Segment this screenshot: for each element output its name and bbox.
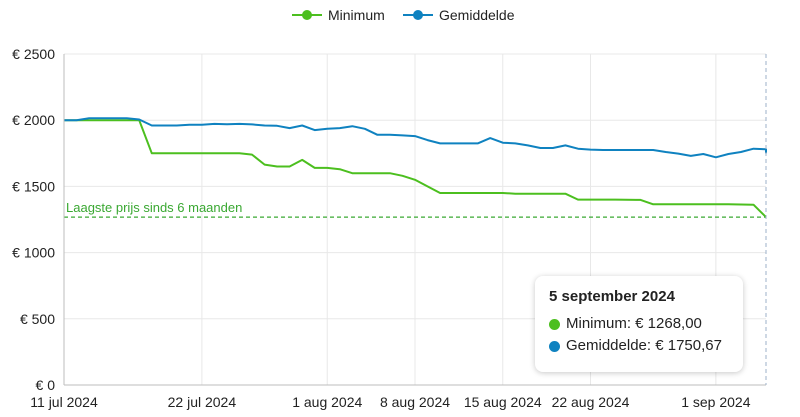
minimum-dot-icon [549,318,560,330]
tooltip-title: 5 september 2024 [549,288,675,305]
series-lines[interactable] [64,117,767,218]
tooltip-minimum-text: Minimum: € 1268,00 [566,315,702,332]
y-tick-label: € 1500 [12,178,55,194]
tooltip: 5 september 2024 Minimum: € 1268,00 Gemi… [535,276,743,372]
grid [64,53,766,386]
legend-label-gemiddelde: Gemiddelde [439,7,515,23]
series-line-gemiddelde [64,117,767,159]
gemiddelde-dot-icon [549,340,560,352]
x-tick-label: 22 aug 2024 [552,394,630,410]
x-tick-label: 1 sep 2024 [681,394,750,410]
y-tick-label: € 2500 [12,46,55,62]
reference-label: Laagste prijs sinds 6 maanden [66,200,242,215]
tooltip-gemiddelde-text: Gemiddelde: € 1750,67 [566,337,722,354]
x-tick-label: 8 aug 2024 [380,394,450,410]
x-tick-label: 22 jul 2024 [168,394,237,410]
reference-line: Laagste prijs sinds 6 maanden [64,200,766,218]
tooltip-row-minimum: Minimum: € 1268,00 [549,313,729,335]
y-tick-label: € 2000 [12,112,55,128]
legend-label-minimum: Minimum [328,7,385,23]
series-line-minimum [64,119,767,218]
x-tick-label: 1 aug 2024 [292,394,362,410]
axes: € 0 € 500 € 1000 € 1500 € 2000 € 2500 11 jul 2… [12,46,767,410]
tooltip-row-gemiddelde: Gemiddelde: € 1750,67 [549,335,729,357]
x-tick-label: 11 jul 2024 [30,394,98,410]
legend[interactable]: Minimum Gemiddelde [292,7,515,23]
y-tick-label: € 0 [36,377,56,393]
y-tick-label: € 1000 [12,245,55,261]
legend-marker-gemiddelde [413,10,423,20]
y-tick-label: € 500 [20,311,55,327]
x-tick-label: 15 aug 2024 [464,394,542,410]
legend-marker-minimum [302,10,312,20]
